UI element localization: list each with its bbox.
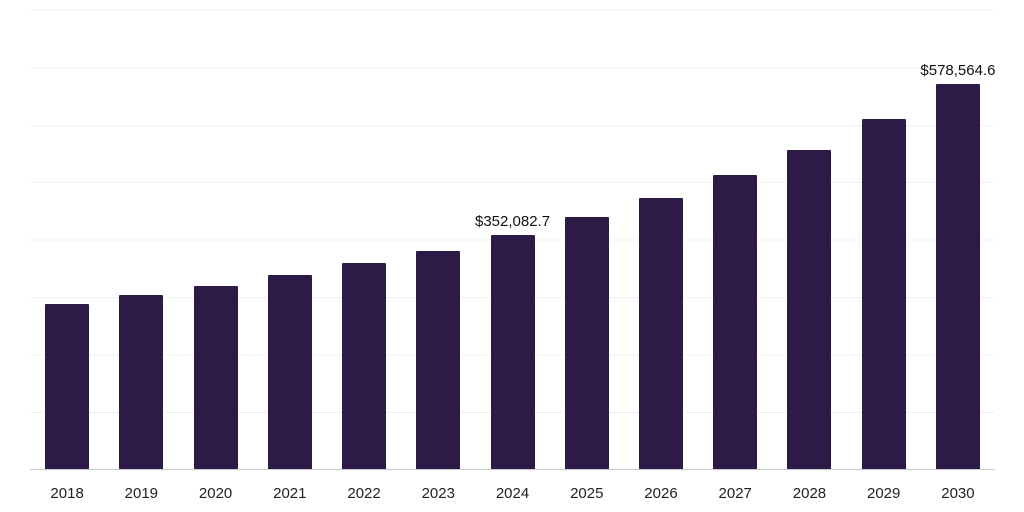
bar-slot-2026	[624, 10, 698, 469]
bar-slot-2027	[698, 10, 772, 469]
bar-slot-2023	[401, 10, 475, 469]
bar-2020	[193, 286, 238, 469]
bar-slot-2028	[772, 10, 846, 469]
x-tick-2023: 2023	[421, 484, 455, 502]
bar-2025	[564, 216, 609, 469]
plot-area: $352,082.7 $578,564.6	[30, 10, 995, 470]
x-axis: 2018 2019 2020 2021 2022 2023 2024 2025 2026 2027…	[30, 470, 995, 512]
bar-2026	[638, 198, 683, 469]
bar-2024: $352,082.7	[475, 213, 550, 469]
x-tick-2025: 2025	[570, 484, 604, 502]
data-label-2030: $578,564.6	[920, 62, 996, 80]
bar-slot-2020	[178, 10, 252, 469]
bar-2029	[861, 119, 906, 469]
x-tick-2029: 2029	[867, 484, 901, 502]
data-label-2024: $352,082.7	[474, 212, 551, 230]
bar-2021	[267, 275, 312, 469]
x-tick-2022: 2022	[347, 484, 381, 502]
bar-slot-2018	[30, 10, 104, 469]
bar-slot-2022	[327, 10, 401, 469]
bar-2027	[713, 174, 758, 469]
bar-2030: $578,564.6	[920, 62, 995, 469]
x-tick-2026: 2026	[644, 484, 678, 502]
x-tick-2019: 2019	[124, 484, 159, 502]
x-tick-2021: 2021	[273, 484, 307, 502]
bar-slot-2025	[550, 10, 624, 469]
bar-slot-2024: $352,082.7	[475, 10, 550, 469]
bar-2028	[787, 149, 832, 469]
x-tick-2027: 2027	[718, 484, 752, 502]
bar-slot-2030: $578,564.6	[920, 10, 995, 469]
bar-2018	[45, 304, 90, 469]
x-tick-2020: 2020	[198, 484, 233, 502]
bar-2022	[342, 263, 387, 469]
bar-slot-2019	[104, 10, 178, 469]
x-tick-2028: 2028	[792, 484, 827, 502]
bar-2019	[119, 295, 164, 469]
x-tick-2024: 2024	[495, 484, 530, 502]
bar-slot-2021	[253, 10, 327, 469]
bar-2023	[416, 250, 461, 469]
x-tick-2018: 2018	[50, 484, 84, 502]
x-tick-2030: 2030	[941, 484, 975, 502]
bar-slot-2029	[847, 10, 921, 469]
